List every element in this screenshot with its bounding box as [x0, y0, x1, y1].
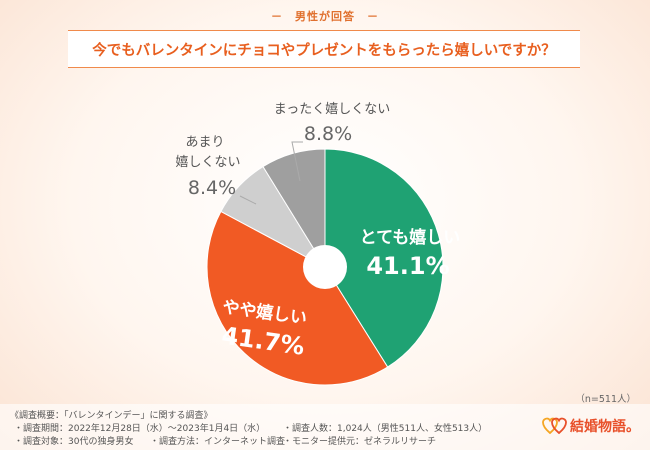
double-heart-icon: [542, 417, 567, 435]
brand-name: 結婚物語。: [570, 419, 640, 435]
slice-label-not-very-line1: あまり: [185, 135, 224, 150]
pie-slice-very-happy: [324, 148, 444, 368]
respondent-label: － 男性が回答 －: [271, 10, 379, 23]
footer-respondents: ・調査人数：1,024人（男性511人、女性513人）: [283, 424, 488, 434]
pie-slice-not-at-all-happy: [262, 148, 326, 269]
footer-period: ・調査期間：2022年12月28日（水）〜2023年1月4日（水）: [14, 424, 266, 434]
pie-center-hole: [303, 245, 347, 289]
leader-line-not-at-all: [291, 141, 303, 182]
survey-footer: [0, 404, 650, 450]
brand-logo: 結婚物語。: [542, 416, 640, 436]
pie-slice-somewhat-happy: [206, 210, 389, 386]
chart-title: 今でもバレンタインにチョコやプレゼントをもらったら嬉しいですか？: [92, 42, 556, 59]
chart-title-box: 今でもバレンタインにチョコやプレゼントをもらったら嬉しいですか？: [68, 30, 580, 68]
slice-label-not-very-line2: 嬉しくない: [175, 155, 240, 170]
slice-value-not-very: 8.4%: [188, 177, 236, 199]
slice-label-not-at-all: まったく嬉しくない: [274, 102, 390, 117]
slice-value-not-at-all: 8.8%: [304, 123, 352, 145]
slice-value-very-happy: 41.1%: [366, 252, 449, 280]
slice-label-very-happy: とても嬉しい: [360, 227, 461, 248]
footer-provider: ・モニター提供元：ゼネラルリサーチ: [283, 437, 437, 447]
footer-target: ・調査対象：30代の独身男女: [14, 437, 134, 447]
footer-method: ・調査方法：インターネット調査: [150, 437, 286, 447]
footer-overview: 《調査概要：「バレンタインデー」に関する調査》: [10, 411, 213, 421]
sample-size-note: （n=511人）: [575, 394, 636, 405]
leader-line-not-very: [239, 195, 257, 205]
